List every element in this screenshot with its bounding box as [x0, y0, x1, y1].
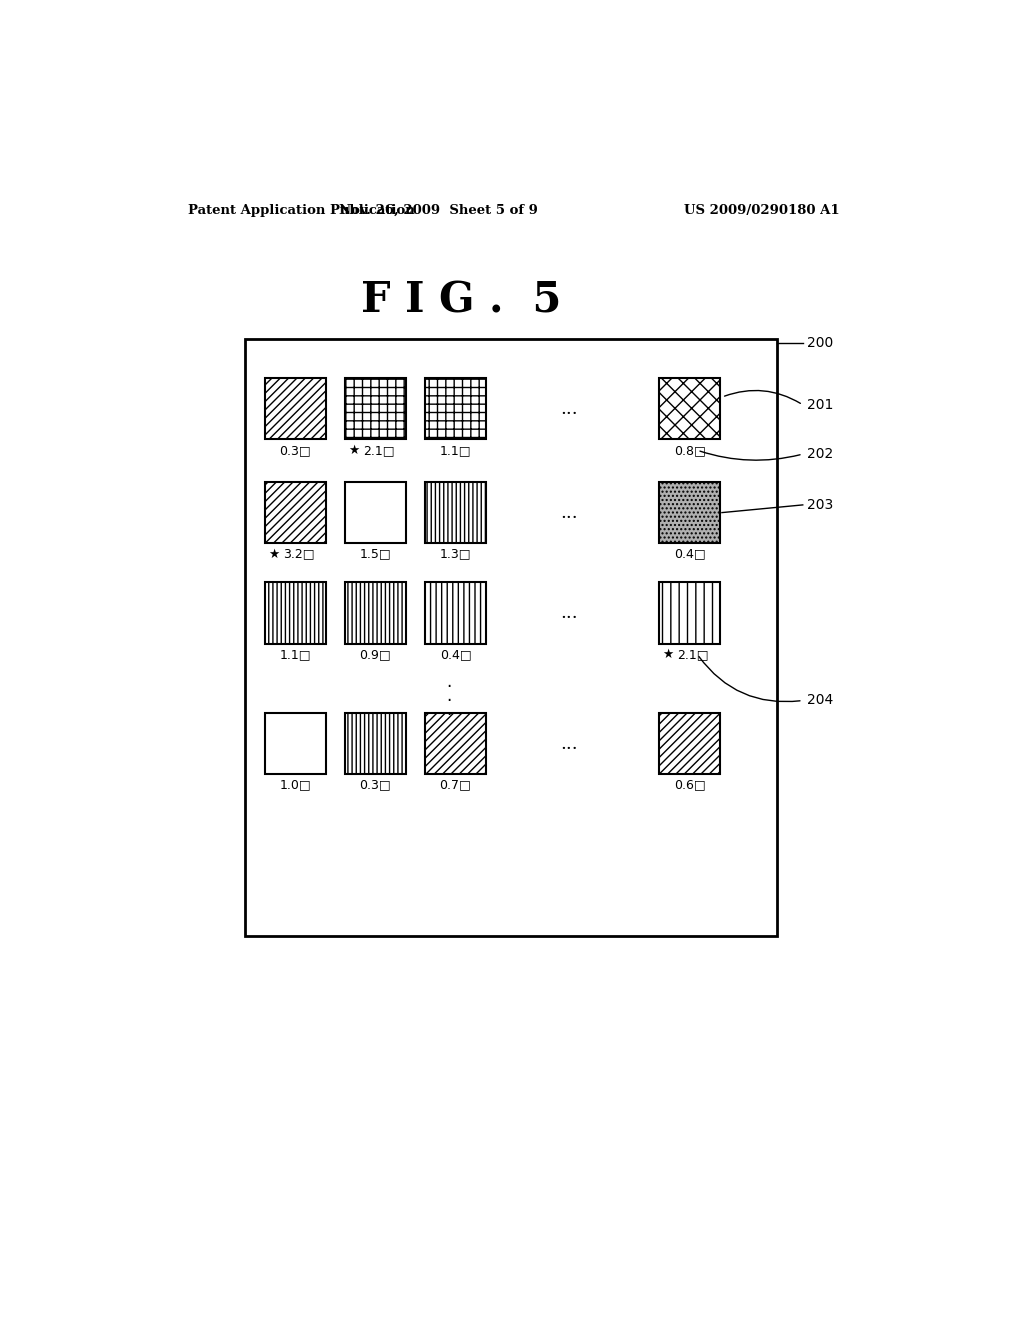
Text: 2.1□: 2.1□: [362, 444, 394, 457]
Bar: [345, 713, 407, 775]
Text: Nov. 26, 2009  Sheet 5 of 9: Nov. 26, 2009 Sheet 5 of 9: [339, 205, 538, 218]
Text: ★: ★: [348, 444, 359, 457]
Bar: [658, 582, 720, 644]
Text: ...: ...: [561, 603, 579, 622]
Text: .: .: [446, 701, 452, 718]
Text: F I G .  5: F I G . 5: [361, 280, 562, 322]
Text: 202: 202: [807, 447, 833, 461]
Text: 0.4□: 0.4□: [439, 648, 471, 661]
Text: 0.3□: 0.3□: [280, 444, 311, 457]
Text: .: .: [446, 673, 452, 690]
Bar: [264, 713, 326, 775]
Text: 203: 203: [807, 498, 833, 512]
Text: 2.1□: 2.1□: [677, 648, 709, 661]
Text: 0.8□: 0.8□: [674, 444, 706, 457]
Text: 1.1□: 1.1□: [439, 444, 471, 457]
Text: 0.7□: 0.7□: [439, 779, 471, 792]
Text: Patent Application Publication: Patent Application Publication: [188, 205, 415, 218]
Text: 0.9□: 0.9□: [359, 648, 391, 661]
Text: 0.4□: 0.4□: [674, 548, 706, 561]
Bar: [425, 713, 486, 775]
Text: ★: ★: [663, 648, 674, 661]
Text: US 2009/0290180 A1: US 2009/0290180 A1: [684, 205, 840, 218]
Text: ...: ...: [561, 735, 579, 752]
Bar: [425, 482, 486, 544]
Text: 0.6□: 0.6□: [674, 779, 706, 792]
Text: 3.2□: 3.2□: [283, 548, 314, 561]
Bar: [425, 582, 486, 644]
Bar: [345, 582, 407, 644]
Bar: [264, 582, 326, 644]
Bar: [425, 378, 486, 440]
Bar: [264, 482, 326, 544]
Bar: [264, 378, 326, 440]
Text: 201: 201: [807, 397, 833, 412]
Text: 1.5□: 1.5□: [359, 548, 391, 561]
Text: ★: ★: [268, 548, 280, 561]
Text: 204: 204: [807, 693, 833, 708]
Text: 1.0□: 1.0□: [280, 779, 311, 792]
Text: 1.1□: 1.1□: [280, 648, 311, 661]
Bar: [658, 378, 720, 440]
Text: ...: ...: [561, 400, 579, 417]
Bar: [245, 339, 777, 936]
Bar: [658, 482, 720, 544]
Bar: [658, 713, 720, 775]
Bar: [345, 378, 407, 440]
Bar: [345, 482, 407, 544]
Text: ...: ...: [561, 504, 579, 521]
Text: 200: 200: [807, 337, 833, 350]
Text: .: .: [446, 686, 452, 705]
Text: 0.3□: 0.3□: [359, 779, 391, 792]
Text: 1.3□: 1.3□: [439, 548, 471, 561]
